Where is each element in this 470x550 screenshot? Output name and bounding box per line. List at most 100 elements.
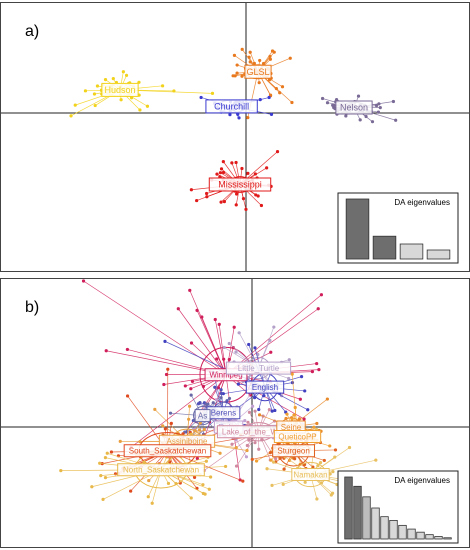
data-point [267, 95, 271, 100]
eigenvalue-bar [407, 528, 416, 540]
data-point [138, 108, 142, 112]
data-point [195, 456, 199, 461]
data-point [272, 50, 276, 54]
panel-a-label: a) [25, 23, 40, 40]
group-label-box [245, 380, 285, 394]
data-point [248, 60, 252, 64]
scatter-plot-b: WinnipegLittle_TurtleEnglishBerensAsRain… [1, 279, 469, 547]
data-point [103, 456, 108, 460]
data-point [290, 381, 295, 385]
data-point [325, 101, 330, 105]
data-point [234, 160, 238, 165]
data-point [234, 350, 238, 354]
data-point [391, 99, 396, 104]
data-point [183, 384, 187, 388]
data-point [202, 427, 206, 432]
data-point [315, 361, 319, 366]
data-point [303, 480, 307, 484]
data-point [268, 57, 273, 61]
data-point [250, 457, 254, 461]
data-point [331, 470, 335, 474]
eigenvalue-inset: DA eigenvalues [337, 470, 459, 544]
data-point [237, 116, 241, 120]
data-point [218, 171, 223, 175]
data-point [325, 397, 329, 401]
data-point [254, 193, 258, 197]
data-point [299, 375, 304, 379]
data-point [370, 120, 375, 124]
eigenvalue-bar [416, 531, 425, 540]
data-point [267, 408, 271, 412]
data-point [222, 345, 226, 350]
data-point [315, 497, 319, 501]
data-point [145, 104, 150, 108]
data-point [205, 195, 209, 199]
group-label: Seine [281, 423, 302, 432]
data-point [163, 427, 167, 431]
data-point [204, 191, 209, 196]
data-point [315, 421, 319, 426]
data-point [288, 56, 292, 60]
data-point [330, 491, 335, 495]
data-point [316, 307, 320, 311]
data-point [253, 409, 257, 413]
data-point [318, 461, 323, 465]
data-point [246, 171, 250, 175]
data-point [268, 338, 272, 342]
data-point [195, 308, 199, 312]
data-point [243, 419, 247, 423]
data-point [270, 409, 274, 413]
data-point [234, 445, 238, 450]
inset-title: DA eigenvalues [394, 476, 450, 485]
data-point [303, 389, 307, 393]
data-point [225, 399, 229, 403]
data-point [199, 95, 203, 100]
data-point [153, 407, 157, 412]
group-label-box [194, 409, 211, 423]
data-point [248, 50, 252, 54]
data-point [236, 382, 240, 386]
panel-b-da-scatter: WinnipegLittle_TurtleEnglishBerensAsRain… [0, 278, 470, 548]
eigenvalue-bar [443, 537, 452, 540]
data-point [234, 203, 238, 207]
data-point [190, 379, 195, 384]
data-point [197, 428, 202, 432]
data-point [129, 489, 133, 493]
group-label: North_Saskatchewan [123, 466, 199, 475]
group-label-box [291, 468, 330, 481]
data-point [219, 396, 223, 400]
data-point [227, 341, 231, 346]
group-label: Assiniboine [167, 437, 208, 446]
data-point [213, 385, 217, 389]
eigenvalue-bar [371, 507, 380, 540]
data-point [92, 92, 97, 96]
data-point [293, 457, 297, 461]
data-point [274, 457, 278, 461]
data-point [176, 307, 180, 311]
spoke [83, 280, 227, 376]
data-point [73, 103, 77, 107]
data-point [215, 172, 219, 176]
data-point [166, 367, 170, 371]
group-label: Sturgeon [277, 447, 309, 456]
data-point [104, 349, 108, 353]
data-point [103, 476, 108, 480]
data-point [319, 293, 324, 297]
spoke [130, 374, 227, 448]
data-point [302, 417, 306, 421]
group-label: Little_Turtle [238, 364, 280, 373]
data-point [269, 112, 274, 116]
data-point [69, 114, 73, 118]
data-point [223, 464, 228, 469]
data-point [270, 483, 274, 488]
data-point [235, 71, 239, 75]
eigenvalue-bar [345, 198, 370, 260]
data-point [172, 89, 176, 93]
data-point [90, 485, 94, 489]
data-point [265, 166, 269, 170]
data-point [219, 388, 223, 392]
data-point [259, 203, 264, 208]
data-point [272, 325, 276, 329]
data-point [195, 198, 199, 203]
data-point [232, 325, 236, 329]
